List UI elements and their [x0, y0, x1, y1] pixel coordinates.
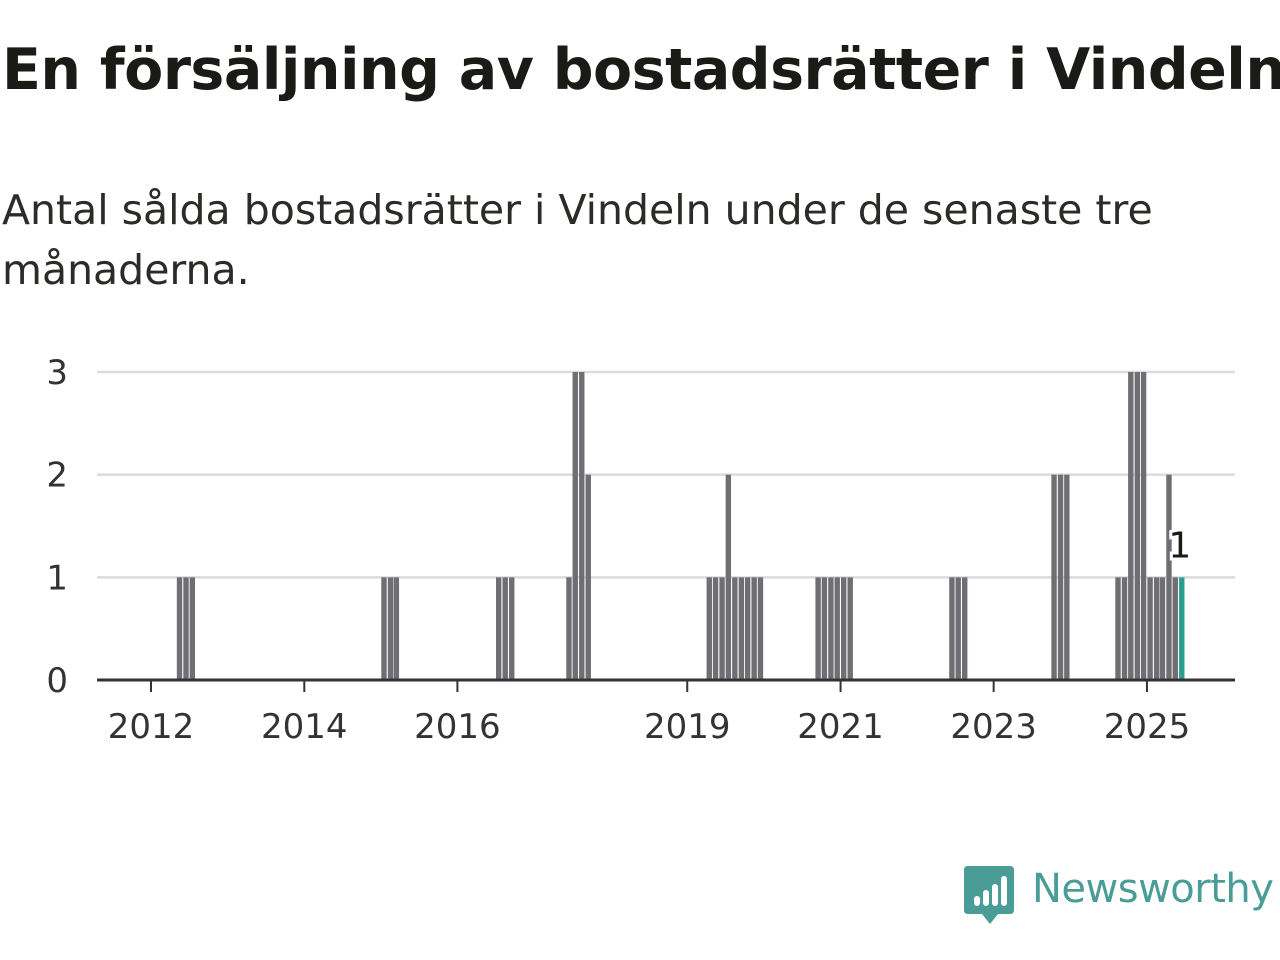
bar: [509, 577, 515, 680]
bar: [1057, 474, 1064, 680]
bar: [744, 577, 751, 680]
bar: [828, 577, 834, 680]
x-tick-label: 2019: [644, 707, 731, 747]
bar: [183, 577, 189, 680]
bar: [834, 577, 840, 680]
x-tick-label: 2021: [797, 707, 884, 747]
bar: [502, 577, 508, 680]
bars: [176, 372, 1185, 680]
bar: [955, 577, 961, 680]
bar-chart: 0 1 2 3 1 2012 2014 2016 2019 2021 2023 2025: [46, 353, 1235, 747]
x-tick-label: 2023: [950, 707, 1037, 747]
bar: [572, 372, 578, 680]
x-tick-label: 2014: [261, 707, 348, 747]
bar: [1064, 474, 1070, 680]
highlight-value-label: 1: [1168, 525, 1191, 566]
bar: [176, 577, 183, 680]
page-title: En försäljning av bostadsrätter i Vindel…: [2, 37, 1280, 103]
bar: [1121, 577, 1128, 680]
bar: [1147, 577, 1153, 680]
x-tick-label: 2016: [414, 707, 501, 747]
bar: [949, 577, 955, 680]
bar: [712, 577, 719, 680]
bar: [751, 577, 757, 680]
bar: [821, 577, 828, 680]
bar: [757, 577, 764, 680]
bar: [1140, 372, 1147, 680]
bar: [738, 577, 745, 680]
y-tick-label: 0: [46, 661, 68, 701]
bar: [1159, 577, 1166, 680]
axes: 0 1 2 3 1 2012 2014 2016 2019 2021 2023 2025: [46, 353, 1235, 747]
bar: [706, 577, 712, 680]
bar: [1128, 372, 1134, 680]
y-tick-label: 2: [46, 456, 68, 496]
chart-subtitle: Antal sålda bostadsrätter i Vindeln unde…: [2, 186, 1153, 294]
bar: [566, 577, 572, 680]
bar: [841, 577, 847, 680]
x-tick-label: 2012: [108, 707, 195, 747]
x-tick-label: 2025: [1104, 707, 1191, 747]
bar: [1166, 474, 1172, 680]
bar: [496, 577, 502, 680]
bar: [381, 577, 387, 680]
bar: [1115, 577, 1121, 680]
brand-name: Newsworthy: [1032, 866, 1274, 912]
bar: [1051, 474, 1057, 680]
y-tick-label: 1: [46, 558, 68, 598]
bar: [732, 577, 738, 680]
bar: [189, 577, 196, 680]
bar: [585, 474, 591, 680]
newsworthy-logo-icon: [964, 866, 1014, 924]
gridlines: [97, 370, 1235, 579]
bar: [725, 474, 732, 680]
highlight-bar: [1179, 577, 1185, 680]
bar: [815, 577, 821, 680]
bar: [1172, 577, 1178, 680]
bar: [719, 577, 725, 680]
bar: [847, 577, 853, 680]
y-tick-label: 3: [46, 353, 68, 393]
bar: [962, 577, 968, 680]
bar: [387, 577, 394, 680]
bar: [393, 577, 400, 680]
bar: [579, 372, 585, 680]
bar: [1134, 372, 1141, 680]
bar: [1153, 577, 1160, 680]
